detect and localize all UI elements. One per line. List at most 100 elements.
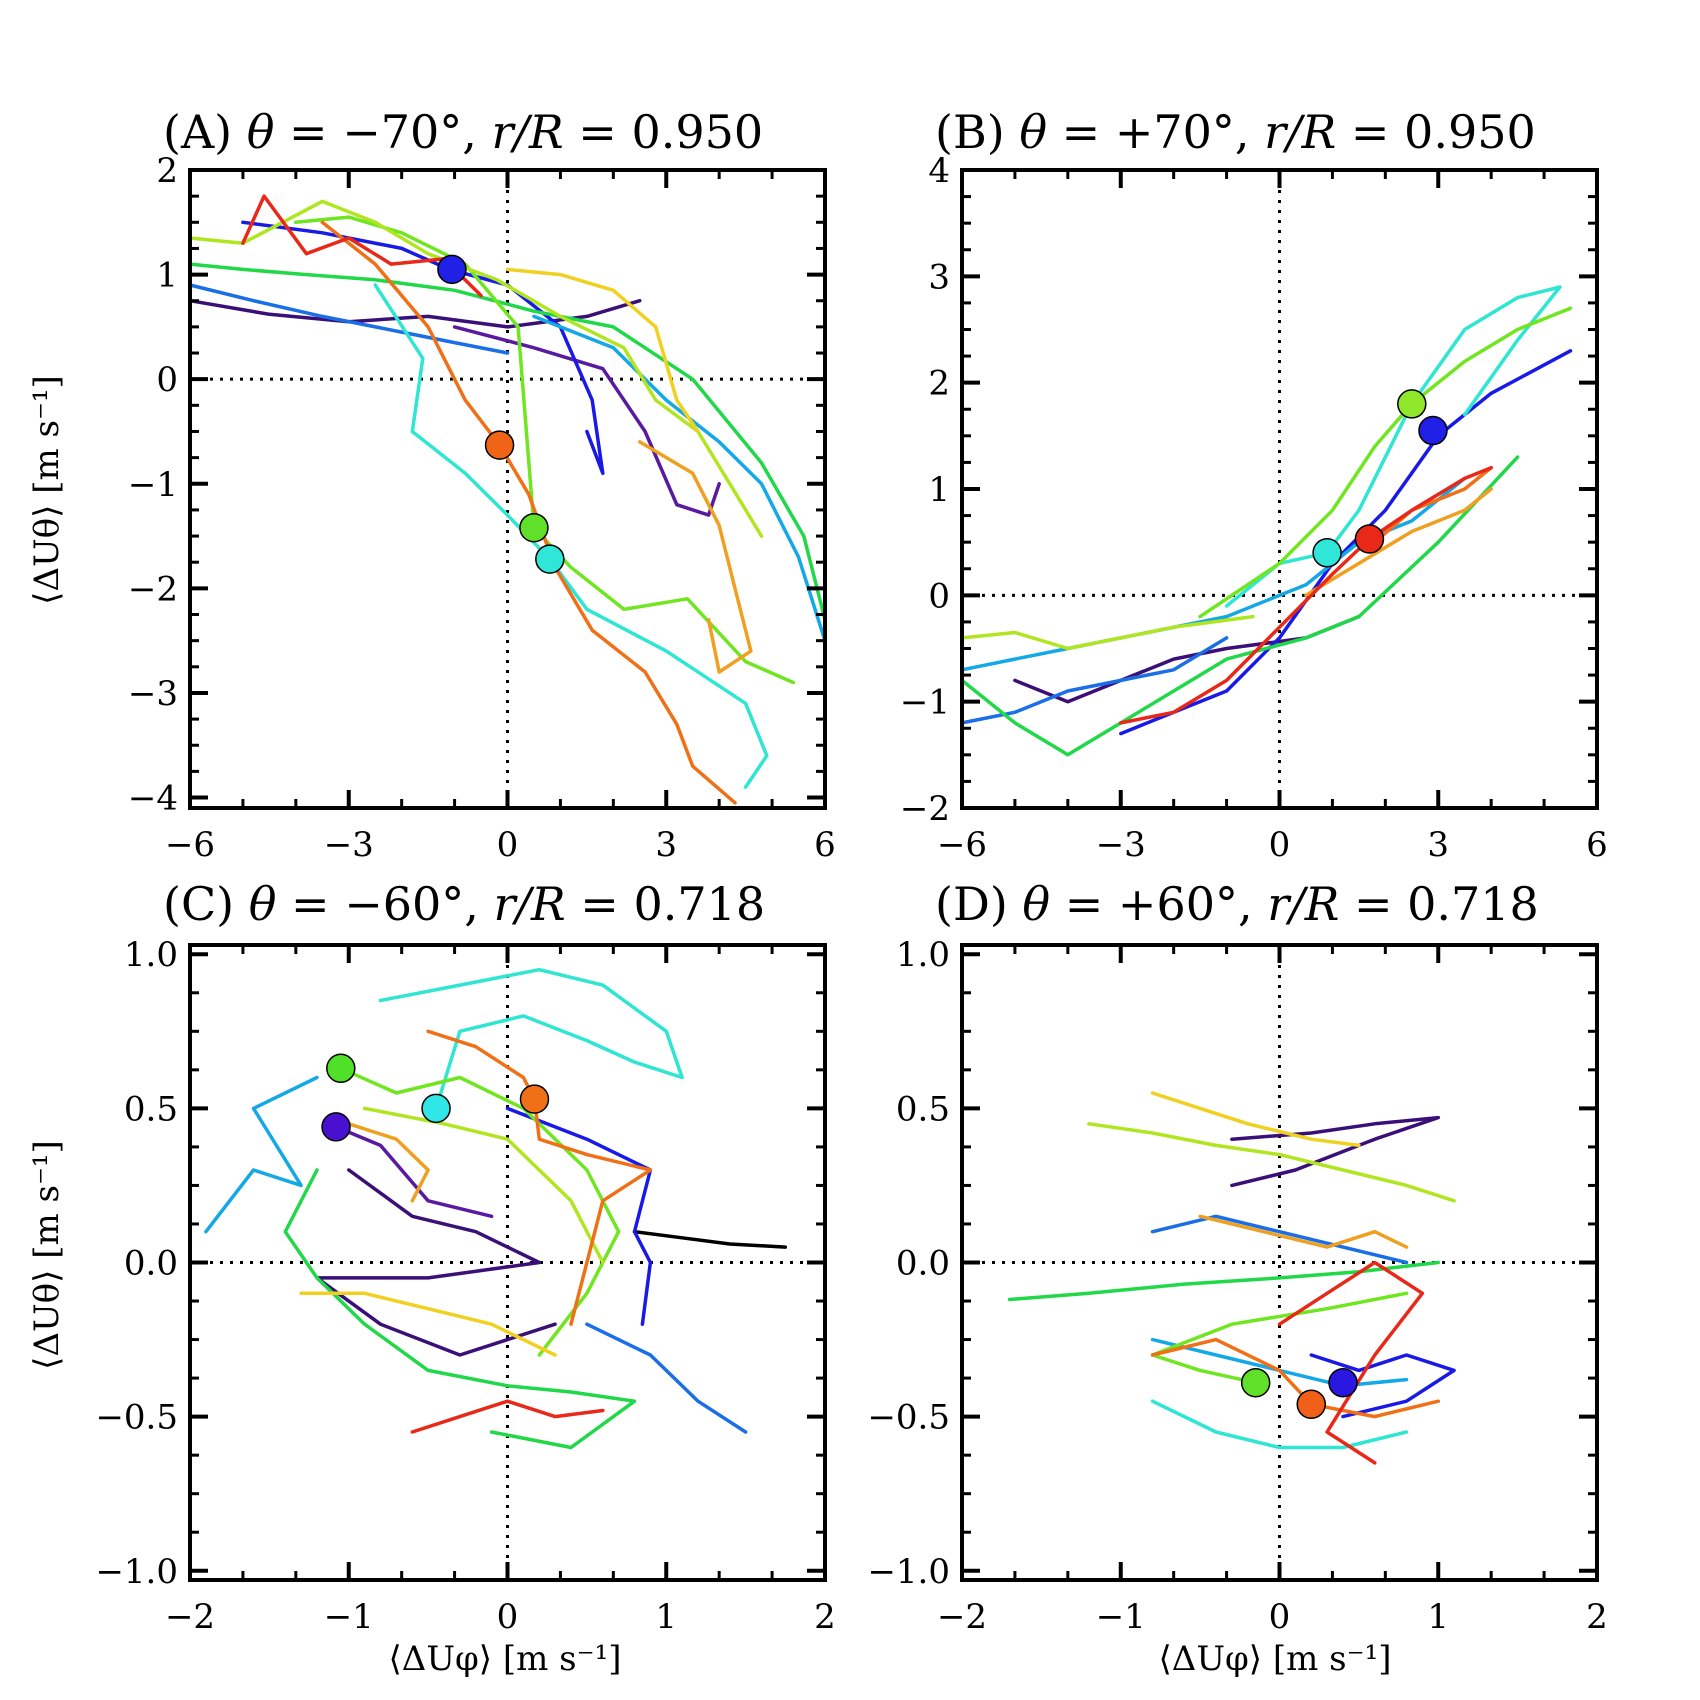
panel-c: (C) θ = −60°, r/R = 0.718 −2 −1 0 1 2 −1.0 −0.…	[27, 877, 836, 1679]
panel-c-series-8	[339, 1066, 621, 1357]
panel-d-marker-2	[1296, 1389, 1326, 1420]
panel-b-marker-3	[1312, 538, 1342, 568]
panel-a-ytick-label-0: −4	[128, 779, 178, 819]
panel-a-ytick-label-1: −3	[128, 674, 178, 714]
panel-d-series-0	[1230, 1115, 1441, 1188]
panel-c-series-6	[378, 967, 684, 1111]
panel-d-series-5	[1007, 1260, 1441, 1302]
panel-c-ylabel: ⟨ΔUθ⟩ [m s⁻¹]	[27, 1140, 67, 1370]
panel-c-marker-0	[326, 1053, 356, 1084]
panel-d-series-8	[1150, 1091, 1361, 1148]
panel-a-ytick-label-6: 2	[156, 151, 178, 191]
panel-a-xtick-label-2: 0	[497, 825, 519, 865]
panel-c-plot: −2 −1 0 1 2 −1.0 −0.5 0.0 0.5 1.0	[95, 935, 835, 1637]
panel-b-ytick-label-5: 3	[928, 257, 950, 297]
panel-d-ytick-label-1: −0.5	[867, 1398, 950, 1438]
panel-a-xtick-label-1: −3	[324, 825, 374, 865]
panel-b-series-8	[1304, 487, 1493, 598]
panel-c-ytick-label-4: 1.0	[124, 935, 178, 975]
panel-d-ytick-label-3: 0.5	[896, 1089, 950, 1129]
panel-d-xlabel: ⟨ΔUφ⟩ [m s⁻¹]	[1159, 1639, 1392, 1679]
panel-b-xtick-label-4: 6	[1586, 825, 1608, 865]
panel-b-series-6	[1198, 306, 1573, 619]
panel-c-ytick-label-1: −0.5	[95, 1398, 178, 1438]
panel-a-ylabel: ⟨ΔUθ⟩ [m s⁻¹]	[27, 375, 67, 605]
panel-b-series-9	[1373, 465, 1493, 544]
panel-c-marker-3	[321, 1112, 351, 1142]
panel-a-series-9	[505, 267, 700, 434]
panel-c-marker-1	[519, 1084, 550, 1114]
panel-c-xtick-label-4: 2	[814, 1597, 836, 1637]
panel-a-title: (A) θ = −70°, r/R = 0.950	[163, 105, 763, 159]
panel-b-marker-0	[1397, 389, 1427, 419]
panel-d-series-6	[1150, 1291, 1409, 1385]
panel-c-series-4	[585, 1322, 748, 1434]
panel-d: (D) θ = +60°, r/R = 0.718 −2 −1 0 1 2 −1.0 −0.…	[867, 877, 1607, 1679]
panel-c-series-1	[315, 1168, 557, 1357]
panel-a-plot: −6 −3 0 3 6 −4 −3 −2 −1 0 1 2	[128, 151, 836, 865]
panel-c-ytick-label-2: 0.0	[124, 1244, 178, 1284]
panel-a-series-1	[452, 325, 721, 517]
panel-d-marker-0	[1240, 1367, 1271, 1398]
panel-c-series-3	[505, 1106, 653, 1326]
panel-c-xtick-label-2: 0	[497, 1597, 519, 1637]
panel-a-marker-2	[519, 512, 549, 543]
panel-a-ytick-label-4: 0	[156, 360, 178, 400]
panel-c-series-7	[283, 1168, 637, 1450]
panel-b-series-10	[1119, 465, 1493, 725]
panel-d-xtick-label-0: −2	[937, 1597, 987, 1637]
panel-c-series-9	[362, 1106, 605, 1265]
panel-c-xtick-label-3: 1	[655, 1597, 677, 1637]
panel-d-xtick-label-1: −1	[1096, 1597, 1146, 1637]
panel-d-xtick-label-2: 0	[1269, 1597, 1291, 1637]
panel-b-xtick-label-0: −6	[937, 825, 987, 865]
panel-b-series-4	[1224, 285, 1562, 608]
panel-b-xtick-label-2: 0	[1269, 825, 1291, 865]
panel-c-series-11	[347, 1122, 430, 1203]
panel-d-series-9	[1198, 1214, 1409, 1249]
panel-b-ytick-label-2: 0	[928, 576, 950, 616]
panel-c-xtick-label-0: −2	[165, 1597, 215, 1637]
panel-d-series-4	[1150, 1399, 1409, 1450]
panel-d-series-10	[1150, 1337, 1441, 1419]
panel-c-series-2	[334, 1125, 494, 1219]
panel-d-series-7	[1087, 1122, 1456, 1203]
panel-c-series-13	[410, 1399, 605, 1434]
panel-c-xtick-label-1: −1	[324, 1597, 374, 1637]
panel-b-title: (B) θ = +70°, r/R = 0.950	[935, 105, 1536, 159]
panel-c-ytick-label-0: −1.0	[95, 1552, 178, 1592]
panel-a-xtick-label-3: 3	[655, 825, 677, 865]
panel-d-ytick-label-2: 0.0	[896, 1244, 950, 1284]
panel-a-series-6	[188, 262, 827, 622]
panel-b-series-3	[960, 476, 1467, 672]
panel-b-series-7	[960, 614, 1255, 651]
panel-a-ytick-label-5: 1	[156, 256, 178, 296]
panel-b-ytick-label-4: 2	[928, 364, 950, 404]
panel-a-ytick-label-3: −1	[128, 465, 178, 505]
panel-d-ytick-label-0: −1.0	[867, 1552, 950, 1592]
panel-c-series-10	[299, 1291, 557, 1357]
panel-b-series-5	[960, 455, 1520, 757]
panel-b-xtick-label-1: −3	[1096, 825, 1146, 865]
panel-c-title: (C) θ = −60°, r/R = 0.718	[163, 877, 765, 931]
panel-a-marker-1	[484, 430, 515, 460]
panel-a-series-3	[188, 283, 510, 355]
panel-b-marker-1	[1418, 415, 1448, 446]
panel-d-plot: −2 −1 0 1 2 −1.0 −0.5 0.0 0.5 1.0	[867, 935, 1607, 1637]
panel-b-ytick-label-6: 4	[928, 151, 950, 191]
panel-b-marker-2	[1354, 524, 1385, 554]
panel-a-xtick-label-4: 6	[814, 825, 836, 865]
panel-d-series-2	[1150, 1214, 1409, 1265]
panel-d-xtick-label-4: 2	[1586, 1597, 1608, 1637]
panel-c-ytick-label-3: 0.5	[124, 1089, 178, 1129]
panel-a-series-8	[188, 199, 764, 538]
panel-a-series-4	[532, 314, 827, 643]
panel-c-series-12	[426, 1029, 653, 1326]
panel-a-series-10	[638, 440, 753, 674]
panel-d-ytick-label-4: 1.0	[896, 935, 950, 975]
panel-b-ytick-label-1: −1	[900, 683, 950, 723]
panel-d-xtick-label-3: 1	[1427, 1597, 1449, 1637]
panel-b-ytick-label-3: 1	[928, 470, 950, 510]
panel-b-ytick-label-0: −2	[900, 789, 950, 829]
